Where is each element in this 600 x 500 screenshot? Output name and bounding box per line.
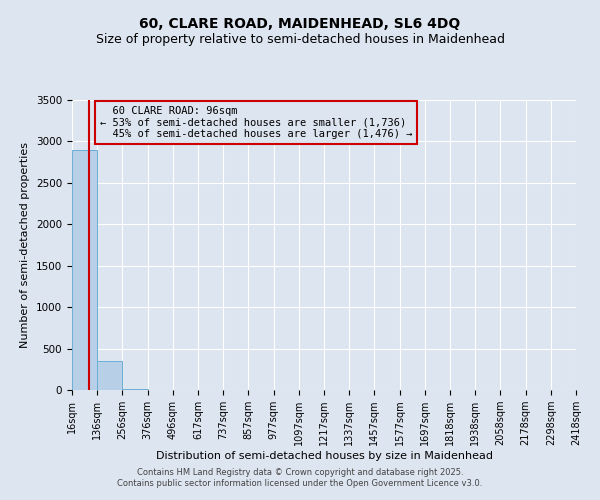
- Y-axis label: Number of semi-detached properties: Number of semi-detached properties: [20, 142, 31, 348]
- Text: 60, CLARE ROAD, MAIDENHEAD, SL6 4DQ: 60, CLARE ROAD, MAIDENHEAD, SL6 4DQ: [139, 18, 461, 32]
- Bar: [97, 361, 122, 390]
- Text: Contains HM Land Registry data © Crown copyright and database right 2025.
Contai: Contains HM Land Registry data © Crown c…: [118, 468, 482, 487]
- Bar: [122, 388, 148, 390]
- Bar: [72, 150, 97, 390]
- Text: Size of property relative to semi-detached houses in Maidenhead: Size of property relative to semi-detach…: [95, 32, 505, 46]
- X-axis label: Distribution of semi-detached houses by size in Maidenhead: Distribution of semi-detached houses by …: [155, 451, 493, 461]
- Text: 60 CLARE ROAD: 96sqm
← 53% of semi-detached houses are smaller (1,736)
  45% of : 60 CLARE ROAD: 96sqm ← 53% of semi-detac…: [100, 106, 412, 139]
